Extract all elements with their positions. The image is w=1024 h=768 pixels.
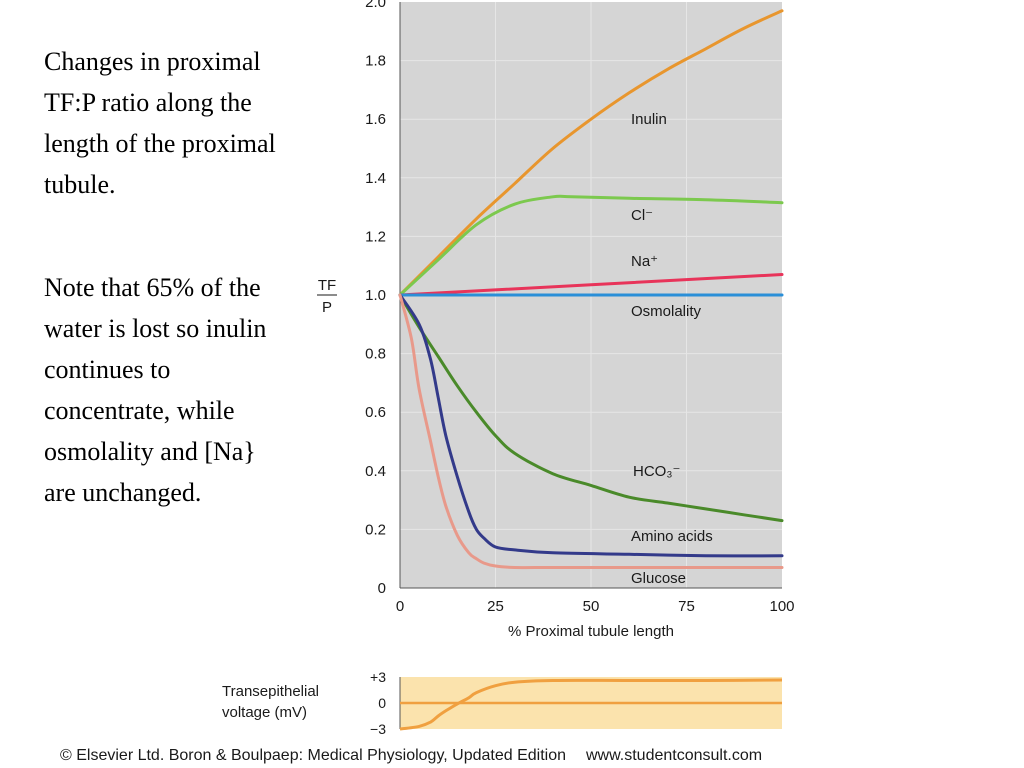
x-tick-label: 0 <box>396 598 404 615</box>
y-tick-label: 0.4 <box>365 463 386 480</box>
y-tick-label: 1.6 <box>365 111 386 128</box>
y-tick-label: 0.6 <box>365 404 386 421</box>
series-line-inulin <box>398 9 784 297</box>
tf-p-chart: 0 0.2 0.4 0.6 0.8 1.0 1.2 1.4 1.6 1.8 2.0 0 25 50 75 10… <box>317 0 795 640</box>
transepithelial-voltage-chart: +3 0 −3 Transepithelial voltage (mV) <box>222 669 783 737</box>
voltage-axis-label-line2: voltage (mV) <box>222 704 307 721</box>
y-axis-label-p: P <box>322 299 332 316</box>
source-url: www.studentconsult.com <box>586 747 763 764</box>
voltage-y-tick-label: +3 <box>370 669 386 685</box>
series-line-na <box>398 273 784 297</box>
caption-paragraph-2: Note that 65% of the water is lost so in… <box>44 273 267 507</box>
y-tick-label: 0.8 <box>365 346 386 363</box>
x-tick-label: 75 <box>678 598 695 615</box>
y-tick-label: 0 <box>378 580 386 597</box>
copyright-credit: © Elsevier Ltd. Boron & Boulpaep: Medica… <box>60 747 566 764</box>
series-label-na: Na⁺ <box>631 253 658 270</box>
y-axis-label-tf: TF <box>318 277 336 294</box>
series-label-osmolality: Osmolality <box>631 303 702 320</box>
x-tick-label: 25 <box>487 598 504 615</box>
x-axis-label: % Proximal tubule length <box>508 623 674 640</box>
voltage-y-tick-label: 0 <box>378 695 386 711</box>
series-label-inulin: Inulin <box>631 111 667 128</box>
y-tick-label: 1.8 <box>365 53 386 70</box>
x-tick-label: 100 <box>769 598 794 615</box>
series-label-amino-acids: Amino acids <box>631 528 713 545</box>
caption-paragraph-1: Changes in proximal TF:P ratio along the… <box>44 47 276 199</box>
series-line-glucose <box>398 293 784 570</box>
series-line-cl <box>398 194 784 297</box>
y-tick-label: 0.2 <box>365 521 386 538</box>
series-label-cl: Cl⁻ <box>631 207 653 224</box>
series-line-hco <box>398 293 784 523</box>
voltage-y-tick-label: −3 <box>370 721 386 737</box>
footer: © Elsevier Ltd. Boron & Boulpaep: Medica… <box>60 747 762 765</box>
series-line-amino-acids <box>398 293 784 558</box>
voltage-axis-label-line1: Transepithelial <box>222 683 319 700</box>
y-tick-label: 1.4 <box>365 170 386 187</box>
y-tick-label: 1.0 <box>365 287 386 304</box>
series-label-hco: HCO₃⁻ <box>633 463 680 480</box>
y-tick-label: 1.2 <box>365 228 386 245</box>
voltage-series-line <box>399 678 783 731</box>
x-tick-label: 50 <box>583 598 600 615</box>
series-label-glucose: Glucose <box>631 570 686 587</box>
y-tick-label: 2.0 <box>365 0 386 11</box>
